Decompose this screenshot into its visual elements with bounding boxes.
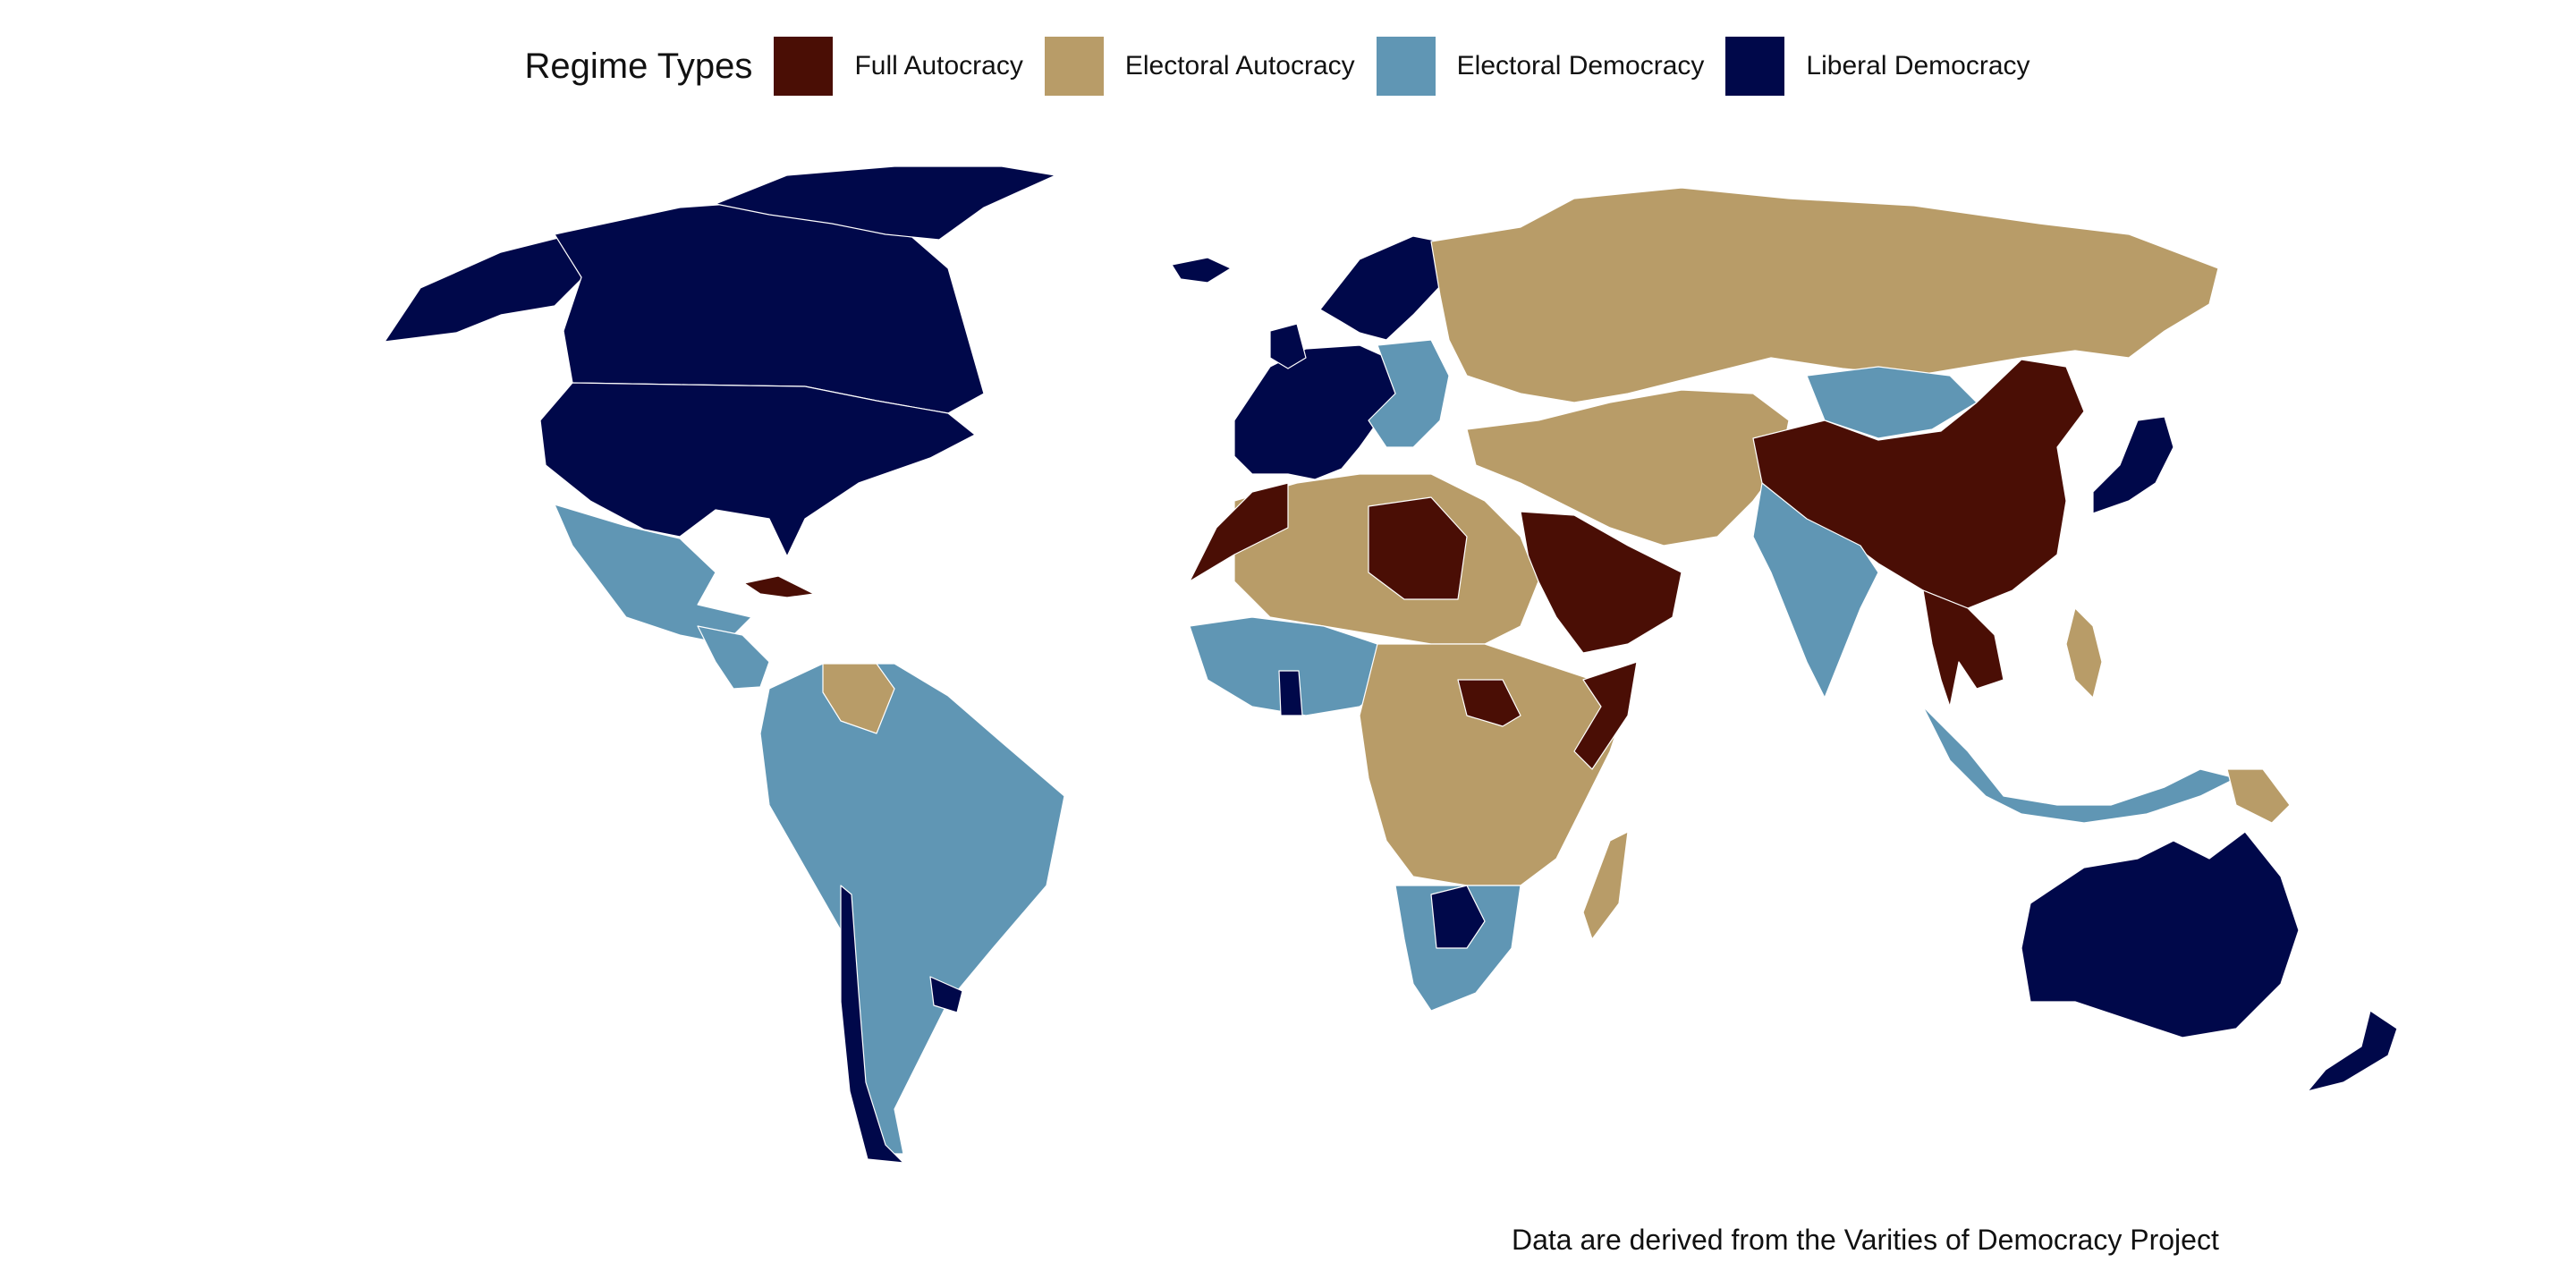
region-philippines [2065, 607, 2103, 699]
legend-swatch-electoral-autocracy [1044, 37, 1104, 96]
region-united-states [539, 382, 976, 557]
region-libya [1368, 496, 1468, 600]
region-uk [1269, 323, 1307, 369]
region-ghana [1278, 670, 1303, 716]
region-western-europe [1233, 344, 1405, 480]
region-greenland [715, 165, 1056, 241]
region-chile [840, 885, 904, 1164]
region-scandinavia [1319, 235, 1450, 341]
legend-label-electoral-autocracy: Electoral Autocracy [1124, 51, 1355, 80]
region-somalia [1573, 661, 1638, 770]
legend-swatch-electoral-democracy [1376, 37, 1436, 96]
region-iceland [1171, 257, 1232, 284]
region-uruguay [929, 976, 963, 1013]
region-central-africa [1359, 643, 1629, 886]
region-south-america [759, 663, 1065, 1155]
region-mexico [554, 504, 752, 645]
region-india [1752, 482, 1879, 699]
region-papua-new-guinea [2226, 768, 2291, 824]
region-cuba [743, 575, 815, 598]
region-morocco [1189, 482, 1289, 582]
region-saudi-arabia [1520, 511, 1682, 654]
legend-title: Regime Types [524, 46, 753, 86]
region-indonesia [1922, 706, 2237, 824]
region-japan [2092, 416, 2174, 514]
region-south-sudan [1457, 679, 1521, 727]
legend-label-liberal-democracy: Liberal Democracy [1806, 51, 2030, 80]
legend-item-electoral-autocracy: Electoral Autocracy [1044, 37, 1355, 96]
region-eastern-europe [1368, 339, 1450, 448]
legend-label-electoral-democracy: Electoral Democracy [1456, 51, 1705, 80]
region-venezuela [822, 663, 895, 734]
region-russia [1430, 187, 2219, 403]
legend-swatch-liberal-democracy [1725, 37, 1785, 96]
region-turkey-central-asia [1466, 389, 1790, 547]
legend-label-full-autocracy: Full Autocracy [854, 51, 1023, 80]
legend-item-full-autocracy: Full Autocracy [774, 37, 1023, 96]
legend-swatch-full-autocracy [774, 37, 834, 96]
legend-item-electoral-democracy: Electoral Democracy [1376, 37, 1705, 96]
legend-item-liberal-democracy: Liberal Democracy [1725, 37, 2030, 96]
region-new-zealand [2307, 1010, 2398, 1092]
region-madagascar [1582, 831, 1629, 940]
source-caption: Data are derived from the Varities of De… [1512, 1224, 2219, 1256]
legend: Regime Types Full Autocracy Electoral Au… [0, 25, 2576, 107]
region-southeast-asia [1922, 589, 2004, 708]
region-botswana [1430, 885, 1486, 949]
region-central-america [697, 625, 770, 690]
region-australia [2021, 831, 2300, 1038]
